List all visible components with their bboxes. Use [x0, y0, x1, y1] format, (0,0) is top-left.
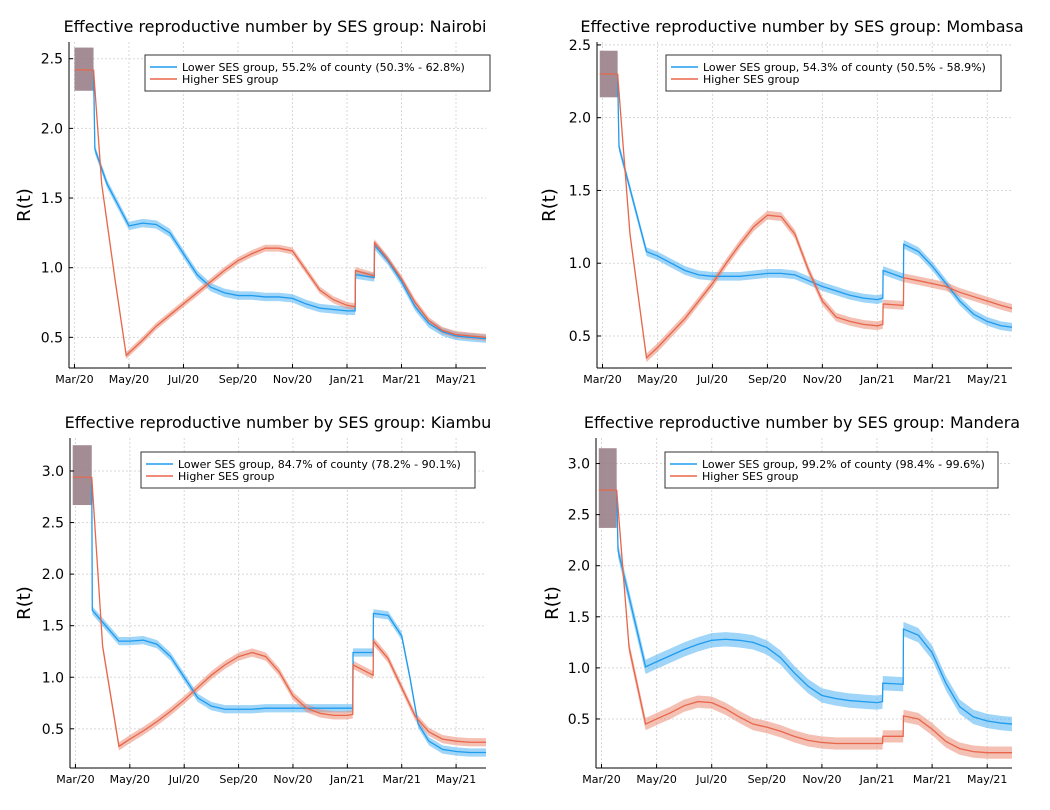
lower-ses-line [616, 490, 1013, 725]
higher-ses-line [91, 477, 486, 748]
x-tick-label: May/20 [110, 773, 150, 786]
y-tick-label: 0.5 [568, 712, 590, 728]
y-tick-label: 1.0 [41, 261, 63, 277]
higher-ses-line [92, 69, 487, 357]
x-tick-label: Nov/20 [273, 773, 312, 786]
x-tick-label: Nov/20 [802, 773, 841, 786]
x-tick-label: Mar/21 [382, 773, 420, 786]
legend-box [664, 451, 999, 489]
y-tick-label: 1.0 [569, 256, 591, 272]
panel-4: Effective reproductive number by SES gro… [542, 413, 1020, 786]
x-tick-label: Sep/20 [748, 373, 786, 386]
lower-ses-band [93, 65, 486, 343]
y-axis-label: R(t) [14, 188, 35, 222]
y-tick-label: 3.0 [42, 464, 64, 480]
x-tick-label: May/20 [109, 373, 149, 386]
y-tick-label: 0.5 [41, 330, 63, 346]
chart-title: Effective reproductive number by SES gro… [64, 17, 487, 36]
x-tick-label: Sep/20 [219, 773, 257, 786]
legend: Lower SES group, 84.7% of county (78.2% … [140, 451, 476, 489]
y-tick-label: 2.0 [42, 567, 64, 583]
x-tick-label: Jan/21 [859, 373, 895, 386]
y-tick-label: 2.5 [42, 516, 64, 532]
x-tick-label: May/21 [967, 373, 1007, 386]
higher-ses-band [616, 483, 1012, 759]
y-tick-label: 3.0 [568, 457, 590, 473]
legend-label: Higher SES group [703, 73, 799, 86]
x-tick-label: Jan/21 [329, 373, 365, 386]
y-axis-label: R(t) [539, 188, 560, 222]
x-tick-label: Jan/21 [859, 773, 895, 786]
x-tick-label: Sep/20 [748, 773, 786, 786]
legend-box [140, 451, 476, 489]
initial-uncertainty-band [598, 448, 617, 528]
legend-label: Higher SES group [182, 73, 278, 86]
lower-ses-band [617, 69, 1012, 332]
legend-label: Lower SES group, 54.3% of county (50.5% … [703, 61, 986, 74]
y-tick-label: 1.5 [41, 191, 63, 207]
chart-title: Effective reproductive number by SES gro… [580, 17, 1023, 36]
y-tick-label: 2.5 [569, 38, 591, 54]
x-tick-label: Mar/20 [55, 373, 93, 386]
y-tick-label: 1.5 [42, 619, 64, 635]
x-tick-label: May/21 [967, 773, 1007, 786]
x-tick-label: Jul/20 [695, 773, 727, 786]
legend-box [665, 54, 1002, 92]
x-tick-label: May/21 [436, 373, 476, 386]
legend-label: Lower SES group, 99.2% of county (98.4% … [702, 458, 985, 471]
y-tick-label: 1.5 [568, 610, 590, 626]
y-tick-label: 1.0 [568, 661, 590, 677]
higher-ses-line [616, 73, 1013, 360]
y-tick-label: 1.5 [569, 183, 591, 199]
chart-title: Effective reproductive number by SES gro… [584, 413, 1020, 432]
legend: Lower SES group, 54.3% of county (50.5% … [665, 54, 1002, 92]
y-tick-label: 2.0 [41, 121, 63, 137]
y-tick-label: 2.5 [41, 52, 63, 68]
panel-1: Effective reproductive number by SES gro… [14, 17, 491, 386]
x-tick-label: Mar/20 [56, 773, 94, 786]
initial-uncertainty-band [74, 47, 94, 91]
y-tick-label: 2.0 [568, 559, 590, 575]
y-tick-label: 2.0 [569, 111, 591, 127]
x-tick-label: Jan/21 [329, 773, 365, 786]
initial-uncertainty-band [72, 445, 92, 506]
x-tick-label: Mar/20 [582, 773, 620, 786]
x-tick-label: Jul/20 [168, 773, 200, 786]
higher-ses-line [616, 490, 1012, 754]
y-tick-label: 0.5 [42, 722, 64, 738]
x-tick-label: May/20 [637, 373, 677, 386]
x-tick-label: Mar/21 [913, 373, 951, 386]
y-axis-label: R(t) [542, 586, 563, 620]
y-tick-label: 0.5 [569, 329, 591, 345]
x-tick-label: Mar/21 [913, 773, 951, 786]
panel-2: Effective reproductive number by SES gro… [539, 17, 1024, 386]
legend-label: Higher SES group [178, 470, 274, 483]
x-tick-label: Mar/20 [583, 373, 621, 386]
chart-title: Effective reproductive number by SES gro… [65, 413, 492, 432]
legend-label: Lower SES group, 84.7% of county (78.2% … [178, 458, 461, 471]
lower-ses-line [92, 69, 487, 340]
legend: Lower SES group, 99.2% of county (98.4% … [664, 451, 999, 489]
legend-label: Lower SES group, 55.2% of county (50.3% … [182, 61, 465, 74]
x-tick-label: Nov/20 [273, 373, 312, 386]
legend: Lower SES group, 55.2% of county (50.3% … [144, 54, 491, 92]
x-tick-label: Nov/20 [803, 373, 842, 386]
x-tick-label: Jul/20 [696, 373, 728, 386]
lower-ses-band [91, 473, 486, 757]
lower-ses-line [616, 74, 1013, 328]
legend-box [144, 54, 491, 92]
y-tick-label: 2.5 [568, 508, 590, 524]
x-tick-label: May/20 [636, 773, 676, 786]
y-tick-label: 1.0 [42, 670, 64, 686]
panel-3: Effective reproductive number by SES gro… [14, 413, 491, 786]
higher-ses-band [617, 69, 1012, 363]
x-tick-label: Mar/21 [382, 373, 420, 386]
legend-label: Higher SES group [702, 470, 798, 483]
higher-ses-band [93, 66, 486, 359]
x-tick-label: Jul/20 [167, 373, 199, 386]
x-tick-label: May/21 [436, 773, 476, 786]
y-axis-label: R(t) [14, 586, 35, 620]
x-tick-label: Sep/20 [219, 373, 257, 386]
